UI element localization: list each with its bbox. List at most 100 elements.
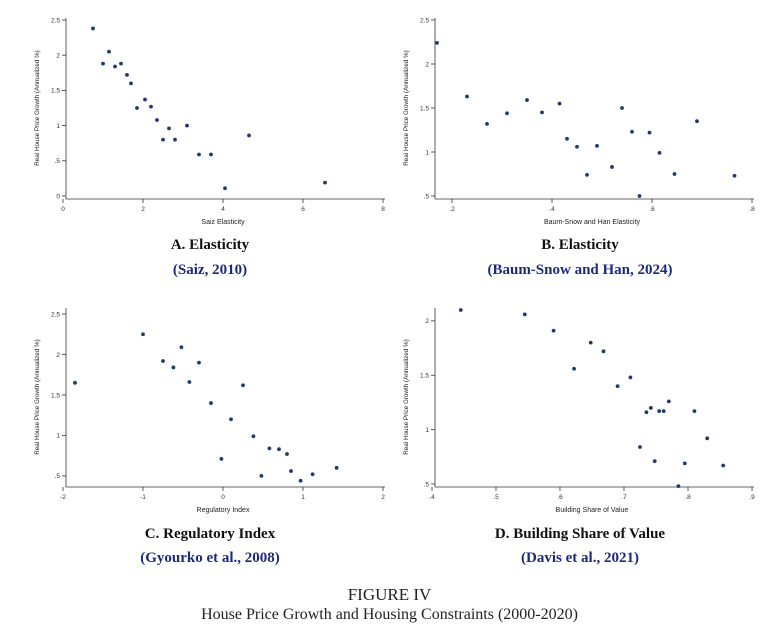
panel-d-data-point: [657, 409, 662, 414]
panel-c-citation: (Gyourko et al., 2008): [140, 550, 280, 566]
panel-d-x-tick-label: .8: [685, 494, 691, 501]
panel-d-y-tick-label: 1.5: [420, 373, 429, 380]
panel-b-x-tick-label: .8: [749, 206, 755, 213]
panel-a-y-axis-label: Real House Price Growth (Annualized %): [34, 50, 41, 166]
panel-d-plot: .4 .5 .6 .7 .8 .9 .5 1 1.5 2 Building Share of Val…: [403, 308, 755, 514]
panel-b-citation-text: Baum-Snow and Han, 2024: [492, 262, 668, 278]
panel-a-data-point: [247, 133, 251, 138]
panel-b-y-axis-label: Real House Price Growth (Annualized %): [403, 50, 410, 166]
panel-c-y-tick-label: 1.5: [51, 392, 60, 399]
panel-c-y-tick-label: .5: [55, 473, 61, 480]
panel-b-data-point: [565, 136, 569, 141]
panel-c-y-tick-label: 2: [56, 352, 60, 359]
figure-caption: House Price Growth and Housing Constrain…: [201, 606, 578, 623]
panel-a-data-point: [209, 152, 213, 157]
panel-a-x-axis-label: Saiz Elasticity: [201, 219, 245, 226]
panel-c-data-point: [310, 472, 315, 477]
panel-a-citation: (Saiz, 2010): [172, 262, 248, 278]
panel-d-data-point: [644, 410, 649, 415]
panel-b-data-point: [485, 121, 489, 126]
panel-c-x-tick-label: -1: [140, 494, 146, 501]
panel-a-x-tick-label: 4: [221, 206, 225, 213]
panel-d-data-point: [572, 366, 576, 371]
panel-b-title: B. Elasticity: [541, 237, 619, 253]
panel-d-data-point: [661, 409, 666, 414]
panel-b-data-point: [695, 119, 699, 124]
panel-a-plot: 0 2 4 6 8 0 .5 1 1.5 2 2.5 Saiz Elasticity Real Hous…: [34, 17, 385, 226]
panel-b-data-point: [647, 130, 652, 135]
panel-c-data-point: [179, 345, 184, 350]
panel-c-data-point: [141, 332, 145, 337]
panel-c-data-point: [277, 447, 281, 452]
panel-d-y-axis-label: Real House Price Growth (Annualized %): [403, 339, 410, 455]
panel-a-y-tick-label: 2: [56, 53, 60, 60]
panel-a-data-point: [119, 61, 123, 66]
panel-c-y-tick-label: 2.5: [51, 311, 60, 318]
panel-a-data-point: [197, 152, 201, 157]
panel-a-title: A. Elasticity: [170, 237, 250, 253]
panel-a-data-point: [135, 106, 139, 110]
panel-c-data-point: [259, 474, 264, 478]
panel-a-x-tick-label: 2: [141, 206, 145, 213]
figure-label: FIGURE IV: [347, 585, 432, 604]
panel-b-data-point: [540, 110, 544, 115]
panel-c-x-tick-label: 0: [221, 494, 225, 501]
panel-c-y-tick-label: 1: [56, 433, 60, 440]
panel-a-data-point: [223, 186, 227, 191]
panel-a-data-point: [185, 123, 189, 128]
panel-a-x-tick-label: 0: [61, 206, 65, 213]
panel-b-data-point: [610, 165, 614, 169]
panel-d-x-axis-label: Building Share of Value: [556, 507, 629, 514]
panel-c-data-point: [334, 465, 339, 470]
panel-d-data-point: [638, 445, 642, 449]
panel-a-x-tick-label: 8: [381, 206, 385, 213]
panel-c-title: C. Regulatory Index: [144, 526, 276, 542]
panel-d-data-point: [705, 436, 710, 441]
panel-d-data-point: [666, 399, 671, 404]
panel-a-data-point: [91, 26, 95, 31]
panel-c-data-point: [171, 365, 176, 370]
panel-b-y-tick-label: 2: [425, 61, 429, 68]
panel-d-x-tick-label: .7: [621, 494, 627, 501]
panel-b-data-point: [672, 172, 677, 176]
panel-a-y-tick-label: 1.5: [51, 88, 60, 95]
panel-d-data-point: [721, 463, 726, 468]
panel-c-data-point: [289, 469, 293, 473]
panel-b-data-point: [630, 129, 634, 134]
panel-b-data-point: [557, 101, 562, 106]
panel-a-y-tick-label: 0: [56, 193, 60, 200]
panel-b-data-point: [585, 172, 589, 177]
panel-a-y-tick-label: 2.5: [51, 17, 60, 24]
panel-c-x-tick-label: 2: [381, 494, 385, 501]
panel-b-data-point: [465, 94, 469, 99]
panel-b-plot: .2 .4 .6 .8 .5 1 1.5 2 2.5 Baum-Snow and Han Elas…: [403, 17, 755, 226]
panel-c-data-point: [229, 417, 233, 422]
panel-d-data-point: [458, 308, 463, 312]
panel-b-x-tick-label: .6: [649, 206, 655, 213]
panel-b-data-point: [637, 194, 642, 198]
panel-b-x-axis-label: Baum-Snow and Han Elasticity: [544, 219, 641, 226]
panel-a-y-tick-label: 1: [56, 123, 60, 130]
panel-c-citation-text: Gyourko et al., 2008: [145, 550, 275, 566]
panel-d-citation: (Davis et al., 2021): [521, 550, 639, 566]
panel-d-data-point: [601, 349, 606, 354]
panel-c-x-tick-label: 1: [301, 494, 305, 501]
panel-b-x-tick-label: .4: [549, 206, 555, 213]
panel-d-x-tick-label: .6: [557, 494, 563, 501]
panel-a-data-point: [129, 81, 133, 86]
panel-d-data-point: [676, 484, 681, 489]
panel-c-data-point: [187, 380, 192, 384]
panel-a-data-point: [173, 137, 177, 142]
panel-a-y-tick-label: .5: [55, 158, 61, 165]
panel-a-data-point: [149, 104, 153, 109]
panel-d-data-point: [588, 340, 593, 345]
panel-c-x-axis-label: Regulatory Index: [197, 507, 250, 514]
panel-a-data-point: [107, 49, 111, 54]
panel-c-data-point: [219, 457, 224, 461]
panel-d-x-tick-label: .9: [749, 494, 755, 501]
panel-b-data-point: [620, 106, 624, 110]
panel-a-data-point: [113, 64, 117, 69]
panel-b-y-tick-label: 1: [425, 149, 429, 156]
